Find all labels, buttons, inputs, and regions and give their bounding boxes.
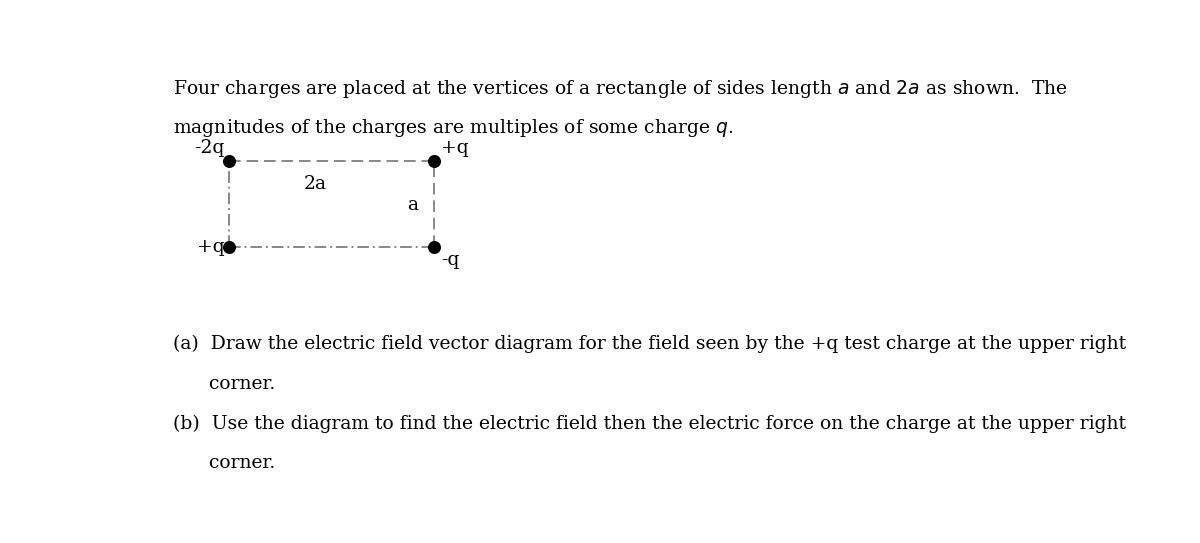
Point xyxy=(220,243,239,251)
Point xyxy=(424,157,443,166)
Text: 2a: 2a xyxy=(304,175,328,193)
Text: (a)  Draw the electric field vector diagram for the field seen by the +q test ch: (a) Draw the electric field vector diagr… xyxy=(173,335,1127,353)
Text: magnitudes of the charges are multiples of some charge $q$.: magnitudes of the charges are multiples … xyxy=(173,117,734,140)
Text: corner.: corner. xyxy=(173,454,276,472)
Point xyxy=(424,243,443,251)
Text: (b)  Use the diagram to find the electric field then the electric force on the c: (b) Use the diagram to find the electric… xyxy=(173,414,1127,433)
Text: Four charges are placed at the vertices of a rectangle of sides length $a$ and $: Four charges are placed at the vertices … xyxy=(173,78,1068,100)
Text: +q: +q xyxy=(442,139,469,157)
Text: corner.: corner. xyxy=(173,375,276,393)
Text: -q: -q xyxy=(442,251,460,269)
Point xyxy=(220,157,239,166)
Text: +q: +q xyxy=(197,238,224,256)
Text: -2q: -2q xyxy=(194,139,224,157)
Text: a: a xyxy=(407,196,418,214)
